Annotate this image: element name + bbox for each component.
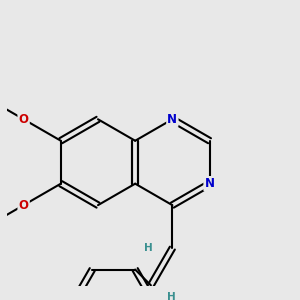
Text: H: H: [167, 292, 176, 300]
Text: O: O: [19, 113, 28, 126]
Text: O: O: [19, 199, 28, 212]
Text: H: H: [144, 243, 153, 253]
Text: N: N: [167, 113, 177, 126]
Text: N: N: [205, 177, 214, 190]
